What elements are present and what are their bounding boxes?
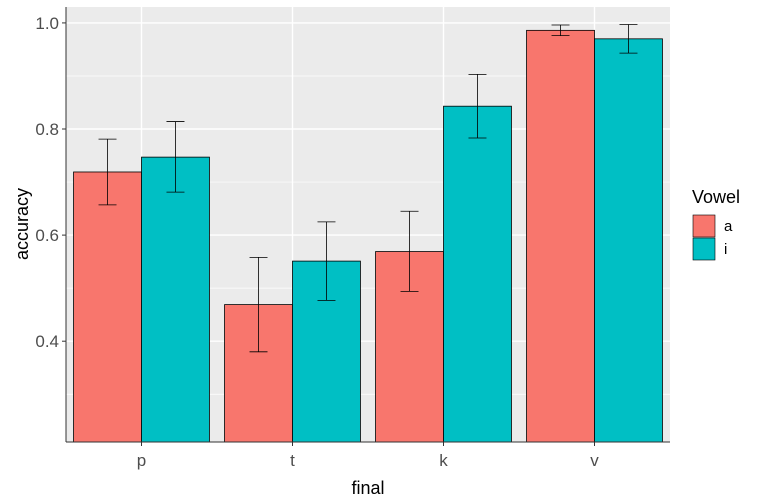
bar-a-v xyxy=(526,29,595,443)
legend-title: Vowel xyxy=(692,187,740,207)
y-tick-label: 0.6 xyxy=(35,226,59,245)
bar-i-k xyxy=(443,105,512,443)
y-axis-title: accuracy xyxy=(12,188,32,260)
y-axis-ticks: 0.4 0.6 0.8 1.0 xyxy=(35,14,66,351)
legend-key-i xyxy=(692,237,716,261)
x-axis-title: final xyxy=(351,478,384,498)
bar-i-v xyxy=(594,38,663,443)
bar-a-p xyxy=(73,171,142,443)
y-tick-label: 1.0 xyxy=(35,14,59,33)
legend-label-i: i xyxy=(724,241,727,258)
error-bars-group xyxy=(98,24,638,353)
x-tick-label: t xyxy=(290,451,295,470)
y-tick-label: 0.4 xyxy=(35,332,59,351)
x-tick-label: p xyxy=(137,451,146,470)
x-tick-label: k xyxy=(439,451,448,470)
x-tick-label: v xyxy=(590,451,599,470)
y-tick-label: 0.8 xyxy=(35,120,59,139)
legend-key-a xyxy=(692,214,716,238)
legend: Vowel ai xyxy=(692,187,740,261)
bars-group xyxy=(73,29,663,443)
bar-i-p xyxy=(141,156,210,443)
legend-label-a: a xyxy=(724,218,733,235)
